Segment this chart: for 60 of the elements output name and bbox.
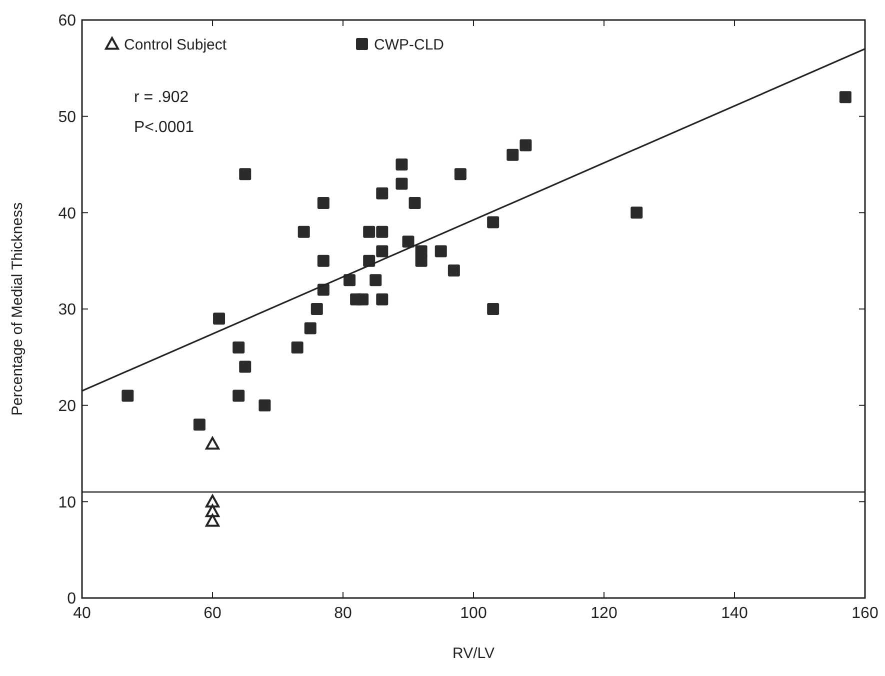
y-tick-label: 10 (58, 494, 76, 512)
x-tick-label: 100 (460, 605, 487, 622)
point (213, 312, 226, 325)
point (239, 168, 252, 180)
x-tick-label: 140 (721, 605, 748, 622)
point (310, 303, 323, 315)
point (396, 158, 408, 170)
point (206, 436, 220, 450)
point (506, 148, 519, 161)
y-tick-label: 20 (58, 398, 76, 415)
point (520, 139, 532, 152)
y-tick-label: 0 (67, 590, 76, 608)
point (232, 390, 245, 402)
point (376, 226, 388, 238)
point (630, 206, 643, 219)
y-axis-title: Percentage of Medial Thickness (9, 202, 26, 416)
point (376, 187, 388, 200)
y-tick-label: 30 (58, 302, 76, 319)
x-tick-label: 60 (204, 605, 222, 622)
legend-label: CWP-CLD (374, 36, 444, 54)
point (122, 390, 134, 402)
point (317, 197, 330, 210)
point (402, 236, 414, 248)
point (487, 303, 500, 315)
point (487, 216, 500, 228)
y-tick-label: 40 (58, 205, 76, 222)
point (839, 91, 852, 104)
point (356, 293, 369, 306)
point (206, 504, 220, 518)
point (239, 360, 252, 373)
x-axis-title: RV/LV (452, 645, 494, 662)
point (370, 274, 382, 286)
y-tick-label: 60 (58, 12, 76, 30)
point (408, 197, 421, 210)
point (344, 274, 356, 286)
point (454, 168, 466, 180)
point (415, 254, 428, 267)
point (396, 178, 408, 190)
point (258, 399, 271, 412)
annotation: P<.0001 (134, 119, 194, 136)
point (376, 245, 388, 258)
point (206, 494, 220, 508)
x-tick-label: 40 (73, 605, 91, 622)
point (317, 254, 330, 267)
point (363, 226, 376, 238)
x-tick-label: 120 (590, 605, 618, 622)
point (298, 226, 310, 238)
annotation: r = .902 (134, 89, 189, 106)
point (376, 293, 388, 306)
x-tick-label: 160 (852, 605, 878, 622)
point (232, 342, 245, 354)
legend-label: Control Subject (124, 36, 228, 54)
point (304, 322, 316, 334)
x-tick-label: 80 (334, 605, 352, 622)
point (193, 418, 206, 431)
point (448, 264, 460, 276)
point (434, 245, 447, 258)
point (206, 514, 220, 527)
y-tick-label: 50 (58, 108, 76, 126)
point (291, 342, 304, 354)
